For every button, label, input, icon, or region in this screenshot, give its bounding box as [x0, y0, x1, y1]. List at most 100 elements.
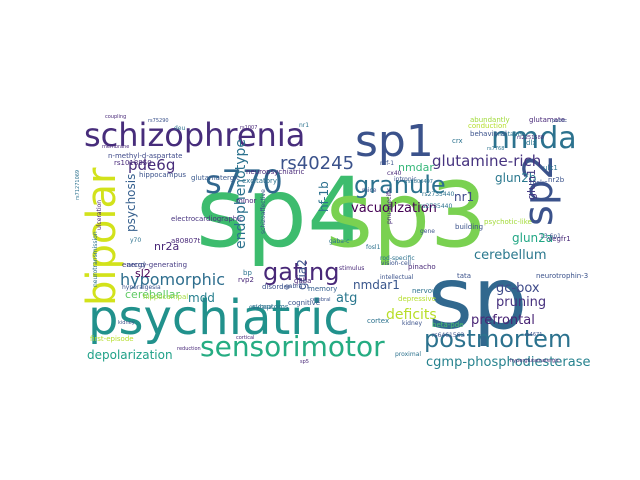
word: excitatory: [242, 177, 277, 185]
word: building: [455, 223, 483, 231]
word: glutamine-rich: [432, 152, 541, 170]
word: cortex: [367, 317, 389, 325]
word: tata: [457, 272, 471, 280]
word: hyperalgesia: [122, 284, 161, 291]
word: beta-pde: [432, 321, 464, 329]
word: first-episode: [90, 335, 134, 343]
word: mice: [362, 187, 377, 194]
word: disks: [530, 179, 548, 187]
word: sp1: [355, 116, 434, 167]
word: sp2: [516, 154, 562, 226]
word: nmdar: [398, 161, 434, 174]
word: sp: [428, 249, 527, 349]
word: pnu-specific: [386, 188, 393, 224]
word: hf-1b: [317, 181, 331, 212]
word: cerebellar: [125, 288, 180, 301]
word: rs2735440: [420, 203, 452, 210]
word: fosl1: [366, 244, 381, 251]
word: granule: [354, 171, 446, 199]
word: disorder: [262, 283, 291, 291]
word: deficits: [386, 307, 437, 323]
word: glun1: [525, 169, 538, 200]
word: ulceration: [96, 200, 103, 230]
word: nr2b: [548, 176, 565, 184]
word: gaba: [294, 277, 311, 285]
word: cerebral: [310, 297, 331, 303]
word: oxidase: [249, 304, 272, 311]
word: behavioral: [470, 130, 507, 138]
word: rs6461563: [432, 332, 464, 339]
word: vision-cell: [381, 260, 411, 267]
word: proximal: [395, 351, 421, 358]
word: stimulus: [339, 265, 364, 272]
word: nmda: [491, 121, 577, 156]
word: psychosis: [124, 174, 138, 232]
word: sensorimotor: [200, 330, 385, 363]
word: rs2251588: [517, 135, 544, 141]
word: pde6g: [128, 156, 175, 174]
word: deu: [174, 125, 186, 132]
word: gene: [420, 228, 435, 235]
word: sp3: [326, 163, 487, 268]
word: ulk1: [543, 164, 558, 172]
word: rs1800497: [406, 179, 433, 185]
word: public: [552, 118, 567, 124]
word: gaba-c: [329, 238, 349, 245]
word: glun2a: [512, 231, 553, 245]
word: electrocardiographic: [171, 215, 243, 223]
word: rs1018950: [114, 159, 152, 167]
word: gria2: [295, 259, 309, 290]
word: pinacho: [408, 263, 436, 271]
word: rs71271069: [75, 170, 81, 200]
word: cgmp-phosphodiesterase: [426, 355, 590, 370]
word: 13.6p1: [540, 233, 561, 240]
word: nrf-1: [380, 160, 394, 167]
word: rvp2: [238, 276, 254, 284]
word: energy-generating: [122, 261, 187, 269]
word: cognitive: [288, 299, 320, 307]
word: minor: [236, 197, 256, 205]
word: nervous: [412, 287, 440, 295]
word: postmortem: [424, 325, 571, 353]
word: nmdar1: [353, 278, 400, 292]
word: intellectual: [380, 274, 414, 281]
word: rs4671: [525, 332, 542, 338]
word: intronic: [394, 176, 417, 183]
word: gating: [263, 258, 339, 286]
word: sp5: [300, 359, 309, 365]
word: conduction: [468, 122, 507, 130]
word: schizoaffective: [260, 189, 267, 234]
word: rs40245: [280, 153, 354, 174]
word: y70: [130, 237, 141, 244]
word: cerebellum: [474, 248, 547, 263]
word: psychiatric: [88, 290, 350, 346]
word: gabra: [285, 283, 303, 290]
word: pruning: [496, 295, 546, 310]
word: reduction: [177, 346, 201, 352]
word: vacuolization: [351, 201, 437, 216]
word: gc-box: [496, 281, 540, 296]
word: glutamatergic: [191, 174, 240, 182]
word: symptoms: [252, 303, 289, 311]
word: dlx: [526, 139, 537, 147]
word: bipolar: [79, 167, 125, 306]
word: depolarization: [87, 348, 173, 362]
word: atg: [336, 291, 357, 306]
word: mdd: [188, 291, 215, 305]
word: a80807t: [171, 237, 201, 245]
word: neuropsychiatric: [246, 168, 305, 176]
word: glutamate: [529, 116, 565, 124]
word: arcrd: [127, 261, 145, 269]
word: hippocampus: [139, 171, 186, 179]
word: crx: [452, 137, 463, 145]
word: neurotrophin-3: [536, 272, 588, 280]
word: schizophrenia: [84, 116, 305, 154]
word: vegfr1: [548, 235, 571, 243]
word: nr1: [454, 190, 474, 204]
word: hippocampal: [143, 293, 188, 301]
word: kidney: [118, 320, 135, 326]
word: abundantly: [470, 116, 510, 124]
word: sp4: [196, 157, 368, 269]
word: neurotransmission: [92, 231, 99, 287]
